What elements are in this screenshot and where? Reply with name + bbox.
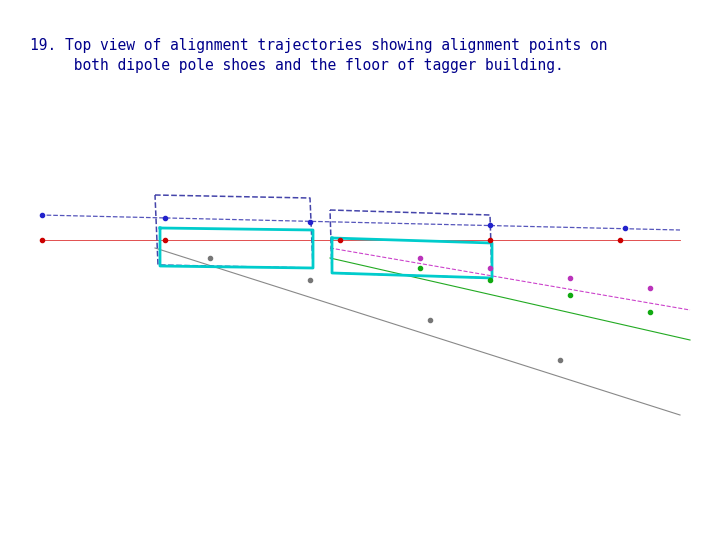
Text: 19. Top view of alignment trajectories showing alignment points on: 19. Top view of alignment trajectories s… — [30, 38, 608, 53]
Text: both dipole pole shoes and the floor of tagger building.: both dipole pole shoes and the floor of … — [30, 58, 564, 73]
